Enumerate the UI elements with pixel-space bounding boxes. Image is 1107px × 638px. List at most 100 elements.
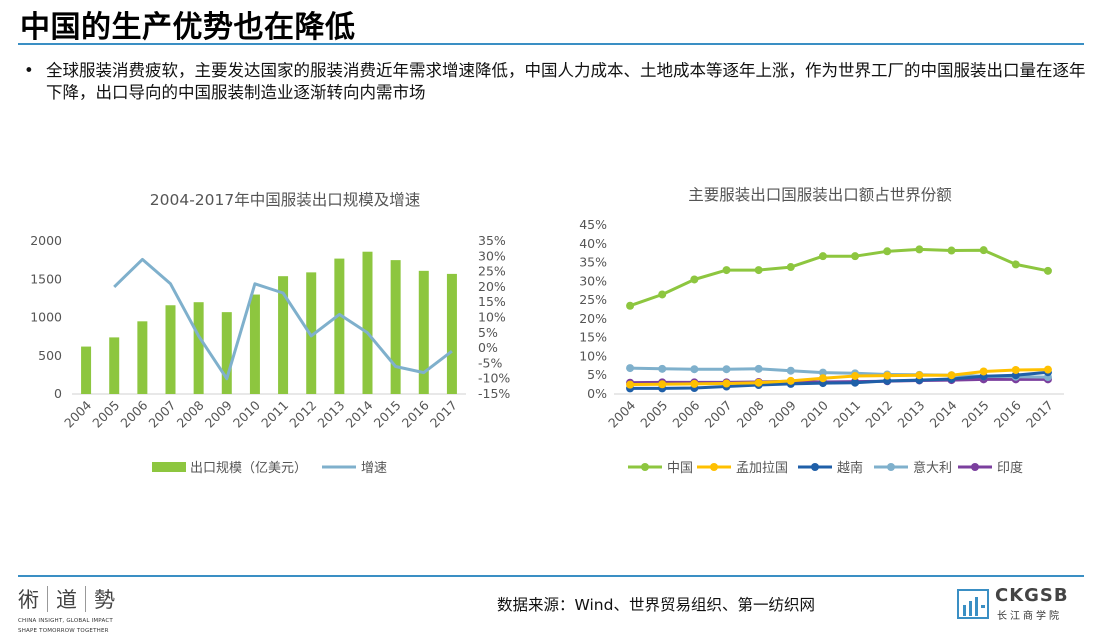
chart2-point bbox=[1011, 365, 1020, 374]
chart2-point bbox=[786, 376, 795, 385]
chart1-bar bbox=[306, 272, 317, 394]
chart1-right-tick: 25% bbox=[478, 264, 506, 279]
chart2-point bbox=[947, 371, 956, 380]
chart1-right-tick: 0% bbox=[478, 340, 498, 355]
chart1-bar bbox=[81, 346, 92, 394]
bullet-paragraph: • 全球服装消费疲软，主要发达国家的服装消费近年需求增速降低，中国人力成本、土地… bbox=[24, 60, 1086, 104]
chart1-right-tick: 20% bbox=[478, 279, 506, 294]
chart2-x-tick: 2011 bbox=[830, 398, 863, 431]
chart1-x-tick: 2007 bbox=[146, 398, 179, 431]
chart1-growth-line bbox=[113, 257, 453, 381]
chart1-bar bbox=[362, 251, 373, 394]
chart1-bar bbox=[249, 294, 260, 394]
chart2-point bbox=[658, 290, 667, 299]
bullet-text: 全球服装消费疲软，主要发达国家的服装消费近年需求增速降低，中国人力成本、土地成本… bbox=[46, 61, 1086, 102]
chart1-x-tick: 2011 bbox=[258, 398, 291, 431]
chart1-x-tick: 2014 bbox=[343, 397, 376, 430]
chart2-y-tick: 45% bbox=[579, 217, 607, 232]
chart1-legend-line-label: 增速 bbox=[361, 461, 387, 476]
page-title: 中国的生产优势也在降低 bbox=[20, 10, 356, 45]
chart1-bar bbox=[109, 337, 120, 394]
chart2-point bbox=[979, 367, 988, 376]
chart2-point bbox=[979, 246, 988, 255]
chart1-x-tick: 2015 bbox=[371, 398, 404, 431]
chart2-legend-marker bbox=[887, 463, 895, 471]
chart2-point bbox=[754, 378, 763, 387]
chart1-left-tick: 1000 bbox=[30, 310, 62, 325]
ckgsb-name: CKGSB bbox=[995, 585, 1069, 606]
chart1-x-tick: 2005 bbox=[89, 398, 122, 431]
chart2-series-line bbox=[630, 370, 1049, 390]
chart2-series-中国 bbox=[626, 245, 1052, 310]
chart2-point bbox=[626, 301, 635, 310]
chart1-legend-bar-swatch bbox=[152, 462, 186, 472]
chart2-point bbox=[626, 380, 635, 389]
chart1-legend-bar-label: 出口规模（亿美元） bbox=[190, 461, 307, 476]
chart1-x-tick: 2013 bbox=[314, 398, 347, 431]
chart1-x-tick: 2010 bbox=[230, 397, 263, 430]
chart2-series-line bbox=[629, 247, 1049, 308]
chart2-series-line bbox=[630, 368, 1048, 387]
chart2-y-tick: 40% bbox=[579, 236, 607, 251]
chart2-x-tick: 2005 bbox=[637, 398, 670, 431]
chart2-x-tick: 2004 bbox=[605, 397, 638, 430]
chart2-point bbox=[658, 364, 667, 373]
logo-glyph-3: 勢 bbox=[94, 588, 115, 612]
chart2-y-tick: 15% bbox=[579, 330, 607, 345]
chart2-point bbox=[1043, 266, 1052, 275]
chart2-legend-marker bbox=[811, 463, 819, 471]
chart1-right-tick: 35% bbox=[478, 233, 506, 248]
chart2-point bbox=[915, 245, 924, 254]
chart2-x-tick: 2013 bbox=[894, 398, 927, 431]
chart1-bar bbox=[165, 305, 176, 394]
chart2-legend-marker bbox=[971, 463, 979, 471]
chart2-point bbox=[818, 374, 827, 383]
chart1-x-tick: 2012 bbox=[286, 398, 319, 431]
chart2-x-tick: 2008 bbox=[734, 397, 767, 430]
chart1-bar bbox=[334, 258, 345, 394]
chart2-point bbox=[1011, 260, 1020, 269]
chart2-x-tick: 2010 bbox=[798, 397, 831, 430]
chart1-right-tick: 5% bbox=[478, 325, 498, 340]
chart2-legend-label: 意大利 bbox=[913, 460, 952, 476]
chart2-point bbox=[947, 246, 956, 255]
chart2-x-tick: 2007 bbox=[702, 398, 735, 431]
chart2-legend-label: 孟加拉国 bbox=[736, 461, 788, 476]
chart2-y-tick: 20% bbox=[579, 311, 607, 326]
chart2-point bbox=[818, 252, 827, 261]
bullet-dot: • bbox=[24, 61, 34, 80]
chart1-left-tick: 0 bbox=[54, 386, 62, 401]
ckgsb-mark-icon bbox=[957, 589, 989, 619]
chart2-point bbox=[722, 266, 731, 275]
chart2-point bbox=[818, 368, 827, 377]
chart2-point bbox=[786, 366, 795, 375]
chart1-x-tick: 2008 bbox=[174, 397, 207, 430]
chart2-x-tick: 2014 bbox=[927, 397, 960, 430]
chart1-bar bbox=[193, 302, 204, 394]
chart2-point bbox=[883, 247, 892, 256]
chart2-point bbox=[851, 252, 860, 261]
chart1-left-tick: 1500 bbox=[30, 271, 62, 286]
chart2-y-tick: 0% bbox=[587, 386, 607, 401]
chart2-x-tick: 2016 bbox=[991, 397, 1024, 430]
chart2-point bbox=[754, 364, 763, 373]
chart2-legend-label: 中国 bbox=[667, 461, 693, 476]
chart2-point bbox=[690, 365, 699, 374]
chart1-x-tick: 2017 bbox=[427, 398, 460, 431]
logo-separator bbox=[47, 586, 48, 612]
chart1-bar bbox=[390, 260, 401, 394]
chart2-x-tick: 2006 bbox=[669, 397, 702, 430]
chart1-x-tick: 2004 bbox=[61, 397, 94, 430]
chart1-right-tick: 15% bbox=[478, 294, 506, 309]
chart2-legend-label: 印度 bbox=[997, 460, 1023, 476]
logo-tagline-2: SHAPE TOMORROW TOGETHER bbox=[18, 628, 109, 634]
chart2-point bbox=[851, 371, 860, 380]
chart2-x-tick: 2012 bbox=[862, 398, 895, 431]
chart1-right-tick: 10% bbox=[478, 310, 506, 325]
chart2-y-tick: 10% bbox=[579, 348, 607, 363]
chart2-point bbox=[754, 266, 763, 275]
chart2-point bbox=[722, 365, 731, 374]
chart1-bar bbox=[446, 273, 457, 394]
chart1-bar bbox=[221, 312, 232, 394]
